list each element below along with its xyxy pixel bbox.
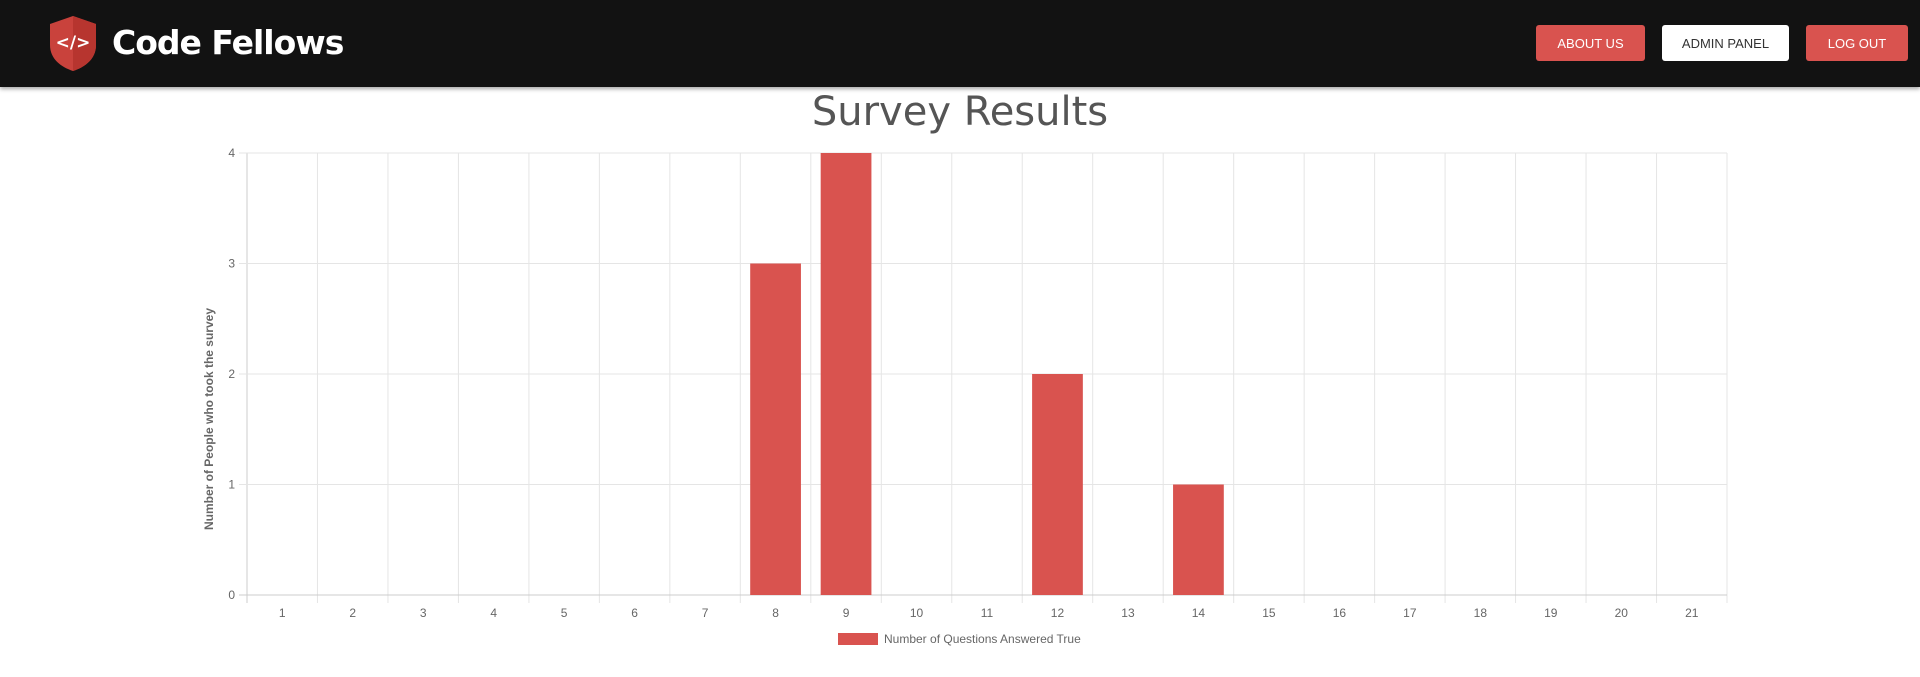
y-axis-title: Number of People who took the survey [202,308,216,530]
y-tick-label: 1 [228,478,235,492]
x-tick-label: 15 [1262,606,1276,620]
brand-name: Code Fellows [112,23,344,62]
x-tick-label: 21 [1685,606,1699,620]
chart-grid [239,152,1728,603]
x-tick-label: 4 [490,606,497,620]
x-tick-label: 18 [1474,606,1488,620]
x-tick-label: 16 [1333,606,1347,620]
bar[interactable] [820,153,872,595]
x-tick-label: 11 [981,606,994,620]
x-tick-label: 20 [1615,606,1629,620]
log-out-button[interactable]: LOG OUT [1806,25,1908,61]
code-shield-icon: </> [50,16,96,71]
x-tick-label: 12 [1051,606,1065,620]
x-tick-label: 2 [349,606,356,620]
x-tick-label: 10 [910,606,924,620]
admin-panel-button[interactable]: ADMIN PANEL [1662,25,1789,61]
y-tick-label: 0 [228,588,235,602]
x-tick-label: 3 [420,606,427,620]
brand[interactable]: </> Code Fellows [48,15,344,71]
y-tick-label: 4 [228,146,235,160]
y-tick-label: 3 [228,257,235,271]
x-tick-label: 14 [1192,606,1206,620]
chart-legend[interactable]: Number of Questions Answered True [838,632,1081,646]
y-tick-label: 2 [228,367,235,381]
x-tick-label: 8 [772,606,779,620]
svg-text:</>: </> [56,33,91,53]
bar[interactable] [750,263,801,596]
legend-swatch [838,633,878,645]
x-tick-label: 5 [561,606,568,620]
bar[interactable] [1032,374,1083,595]
chart-bars [750,153,1224,595]
x-tick-label: 6 [631,606,638,620]
x-tick-label: 7 [702,606,709,620]
page-title: Survey Results [811,89,1109,135]
x-tick-label: 13 [1121,606,1135,620]
x-tick-label: 17 [1403,606,1417,620]
about-us-button[interactable]: ABOUT US [1536,25,1645,61]
navbar: </> Code Fellows ABOUT US ADMIN PANEL LO… [0,0,1920,87]
legend-label: Number of Questions Answered True [884,632,1081,646]
x-tick-label: 1 [279,606,286,620]
x-tick-label: 9 [843,606,850,620]
x-tick-label: 19 [1544,606,1558,620]
bar[interactable] [1173,484,1224,596]
